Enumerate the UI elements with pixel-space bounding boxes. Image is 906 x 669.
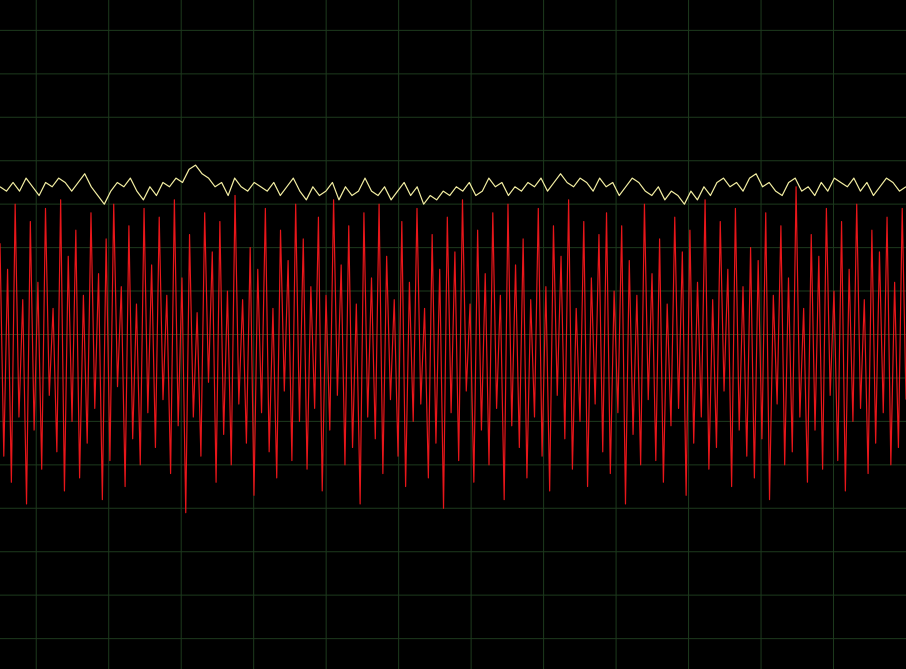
signal-trace: [0, 164, 906, 205]
signal-trace: [0, 186, 906, 514]
